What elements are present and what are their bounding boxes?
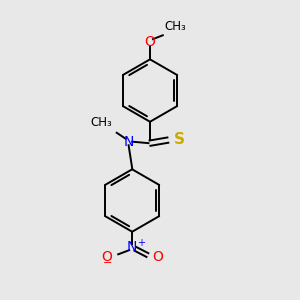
Text: O: O (101, 250, 112, 264)
Text: +: + (137, 238, 146, 248)
Text: N: N (127, 240, 137, 254)
Text: O: O (152, 250, 163, 264)
Text: CH₃: CH₃ (91, 116, 112, 130)
Text: −: − (103, 258, 112, 268)
Text: N: N (123, 135, 134, 149)
Text: O: O (145, 35, 155, 49)
Text: S: S (174, 132, 185, 147)
Text: CH₃: CH₃ (165, 20, 187, 33)
